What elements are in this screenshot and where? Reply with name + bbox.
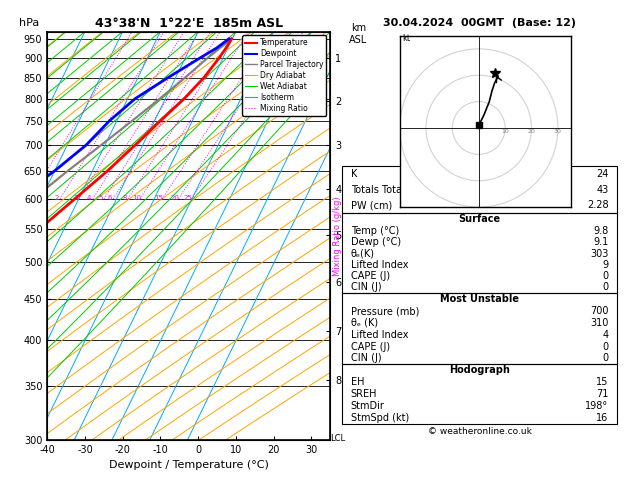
Text: 15: 15 xyxy=(596,378,608,387)
Legend: Temperature, Dewpoint, Parcel Trajectory, Dry Adiabat, Wet Adiabat, Isotherm, Mi: Temperature, Dewpoint, Parcel Trajectory… xyxy=(242,35,326,116)
Text: 6: 6 xyxy=(108,195,112,201)
Text: 15: 15 xyxy=(154,195,163,201)
Text: 30: 30 xyxy=(554,129,562,134)
Text: 198°: 198° xyxy=(585,401,608,411)
Text: SREH: SREH xyxy=(351,389,377,399)
Text: 9: 9 xyxy=(603,260,608,270)
Text: 25: 25 xyxy=(183,195,192,201)
Text: 9.1: 9.1 xyxy=(593,237,608,247)
Text: θₑ(K): θₑ(K) xyxy=(351,248,375,259)
Text: Lifted Index: Lifted Index xyxy=(351,330,408,340)
Text: 24: 24 xyxy=(596,169,608,179)
Text: Surface: Surface xyxy=(459,214,501,225)
Text: hPa: hPa xyxy=(19,17,39,28)
Text: 700: 700 xyxy=(590,306,608,316)
Text: 43: 43 xyxy=(596,185,608,195)
Text: 20: 20 xyxy=(528,129,535,134)
Text: Temp (°C): Temp (°C) xyxy=(351,226,399,236)
Text: K: K xyxy=(351,169,357,179)
Text: Most Unstable: Most Unstable xyxy=(440,294,519,304)
Text: 0: 0 xyxy=(603,282,608,292)
Text: 30.04.2024  00GMT  (Base: 12): 30.04.2024 00GMT (Base: 12) xyxy=(383,17,576,28)
Text: 16: 16 xyxy=(596,413,608,423)
X-axis label: Dewpoint / Temperature (°C): Dewpoint / Temperature (°C) xyxy=(109,460,269,470)
Text: θₑ (K): θₑ (K) xyxy=(351,318,378,328)
Title: 43°38'N  1°22'E  185m ASL: 43°38'N 1°22'E 185m ASL xyxy=(94,17,283,31)
Bar xyxy=(342,166,617,213)
Text: kt: kt xyxy=(402,34,410,43)
Text: 303: 303 xyxy=(590,248,608,259)
Text: 2.28: 2.28 xyxy=(587,200,608,210)
Text: © weatheronline.co.uk: © weatheronline.co.uk xyxy=(428,427,532,436)
Text: 10: 10 xyxy=(501,129,509,134)
Text: Pressure (mb): Pressure (mb) xyxy=(351,306,419,316)
Y-axis label: km
ASL: km ASL xyxy=(349,23,368,45)
Text: 2: 2 xyxy=(54,195,58,201)
Text: 0: 0 xyxy=(603,342,608,351)
Text: 4: 4 xyxy=(87,195,91,201)
Text: PW (cm): PW (cm) xyxy=(351,200,392,210)
Text: EH: EH xyxy=(351,378,364,387)
Bar xyxy=(342,213,617,293)
Text: Hodograph: Hodograph xyxy=(449,365,510,375)
Text: 0: 0 xyxy=(603,271,608,281)
Text: 20: 20 xyxy=(170,195,179,201)
Text: StmDir: StmDir xyxy=(351,401,385,411)
Text: Lifted Index: Lifted Index xyxy=(351,260,408,270)
Text: 0: 0 xyxy=(603,353,608,364)
Bar xyxy=(342,364,617,423)
Text: 4: 4 xyxy=(603,330,608,340)
Text: 3: 3 xyxy=(73,195,77,201)
Text: CIN (J): CIN (J) xyxy=(351,353,381,364)
Text: CAPE (J): CAPE (J) xyxy=(351,342,390,351)
Text: 10: 10 xyxy=(131,195,141,201)
Text: Mixing Ratio (g/kg): Mixing Ratio (g/kg) xyxy=(333,196,342,276)
Text: CAPE (J): CAPE (J) xyxy=(351,271,390,281)
Text: 9.8: 9.8 xyxy=(593,226,608,236)
Text: LCL: LCL xyxy=(330,434,345,443)
Text: CIN (J): CIN (J) xyxy=(351,282,381,292)
Bar xyxy=(342,293,617,364)
Text: StmSpd (kt): StmSpd (kt) xyxy=(351,413,409,423)
Text: 5: 5 xyxy=(98,195,103,201)
Text: Totals Totals: Totals Totals xyxy=(351,185,409,195)
Text: 71: 71 xyxy=(596,389,608,399)
Text: 8: 8 xyxy=(122,195,126,201)
Text: Dewp (°C): Dewp (°C) xyxy=(351,237,401,247)
Text: 310: 310 xyxy=(590,318,608,328)
